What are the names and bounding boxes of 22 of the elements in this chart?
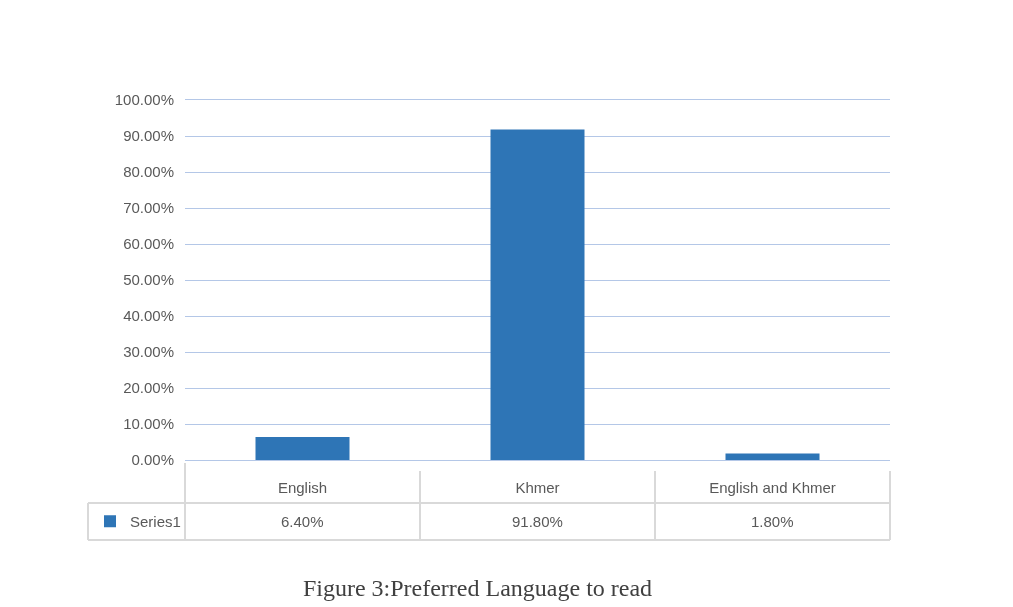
bar: [725, 453, 820, 460]
y-tick-label: 50.00%: [123, 271, 174, 289]
bar: [255, 436, 350, 460]
bar: [490, 129, 585, 460]
data-label: 6.40%: [281, 513, 324, 530]
x-tick-label: English and Khmer: [709, 479, 836, 496]
y-tick-label: 100.00%: [114, 91, 174, 109]
y-tick-label: 10.00%: [123, 415, 174, 433]
data-label: 1.80%: [751, 513, 794, 530]
legend-label: Series1: [130, 513, 181, 531]
data-label: 91.80%: [512, 513, 563, 530]
y-tick-label: 60.00%: [123, 235, 174, 253]
text: Figure 3:Preferred Language to read: [302, 575, 653, 602]
y-tick-label: 20.00%: [123, 379, 174, 397]
y-tick-label: 70.00%: [123, 199, 174, 217]
y-tick-label: 0.00%: [131, 451, 174, 469]
y-tick-label: 80.00%: [123, 163, 174, 181]
x-tick-label: English: [277, 479, 328, 496]
y-tick-label: 40.00%: [123, 307, 174, 325]
y-tick-label: 90.00%: [123, 127, 174, 145]
x-tick-label: Khmer: [515, 479, 560, 496]
y-tick-label: 30.00%: [123, 343, 174, 361]
